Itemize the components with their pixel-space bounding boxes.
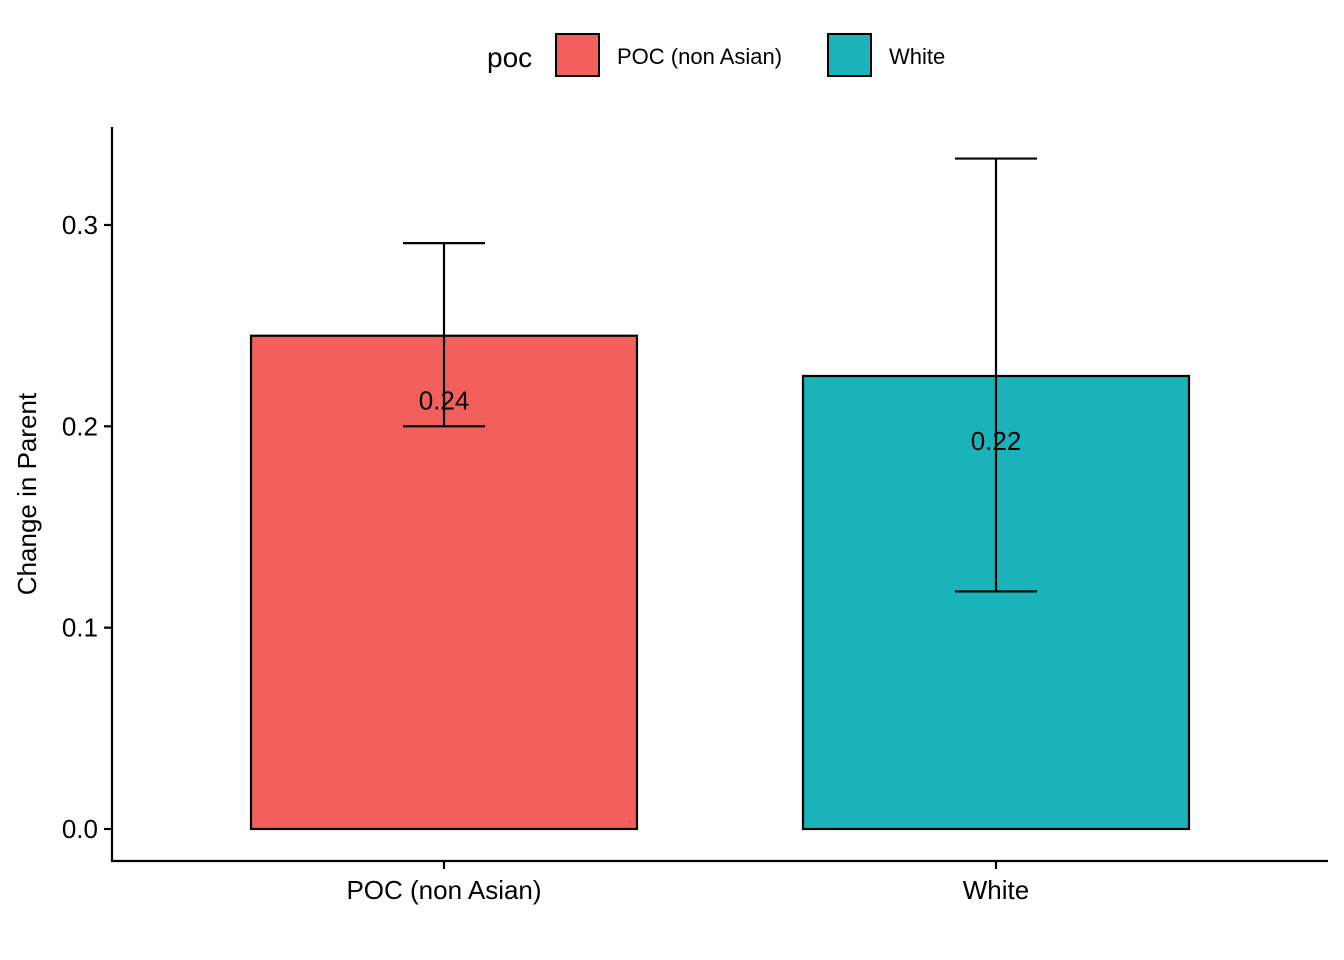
data-label-1: 0.22 (971, 426, 1022, 456)
plot-area: 0.24 0.22 (249, 157, 1191, 831)
legend-swatch-poc (555, 33, 600, 77)
data-label-0: 0.24 (419, 386, 470, 416)
y-tick-label: 0.3 (62, 210, 98, 240)
legend-label-poc: POC (non Asian) (617, 44, 782, 69)
y-tick-label: 0.1 (62, 613, 98, 643)
x-tick-label: White (963, 875, 1029, 905)
y-tick-label: 0.0 (62, 814, 98, 844)
legend-swatch-white (827, 33, 872, 77)
legend-title: poc (487, 42, 532, 73)
legend: poc POC (non Asian) White (487, 33, 945, 77)
x-tick-label: POC (non Asian) (346, 875, 541, 905)
axes: 0.0 0.1 0.2 0.3 POC (non Asian) White Change… (12, 127, 1328, 905)
y-ticks: 0.0 0.1 0.2 0.3 (62, 210, 112, 844)
legend-label-white: White (889, 44, 945, 69)
y-tick-label: 0.2 (62, 411, 98, 441)
y-axis-title: Change in Parent (12, 392, 42, 595)
x-ticks: POC (non Asian) White (346, 861, 1029, 905)
